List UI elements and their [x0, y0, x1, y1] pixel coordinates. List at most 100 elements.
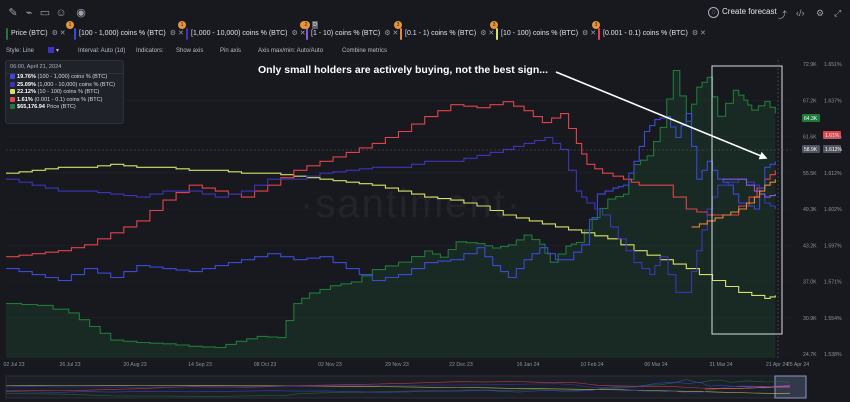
- badge: 1: [178, 21, 186, 29]
- metric-1000-10000[interactable]: [1,000 - 10,000) coins % (BTC)⚙ ✕ 2: [186, 21, 308, 41]
- navigator-lines: [5, 379, 791, 397]
- series-line-[0.001 - 0.1) coins % (BTC): [6, 101, 776, 258]
- color-select[interactable]: ▾: [46, 45, 59, 57]
- x-tick-label: 14 Sep 23: [188, 362, 212, 368]
- metric-color-bar: [496, 28, 498, 40]
- current-value-label: 64.3K: [804, 116, 818, 122]
- current-value-badge: [823, 131, 841, 139]
- chart-tooltip: 06:00, April 21, 2024 19.76% (100 - 1,00…: [5, 60, 124, 124]
- x-tick-label: 08 Oct 23: [254, 362, 277, 368]
- settings-icon[interactable]: ⚙: [816, 8, 825, 18]
- style-select[interactable]: Style: Line: [6, 48, 35, 54]
- metric-100-1000[interactable]: [100 - 1,000) coins % (BTC) ⚙ ✕ 1: [74, 21, 186, 41]
- tooltip-row: 19.76% (100 - 1,000) coins % (BTC): [6, 74, 123, 82]
- color-swatch: [48, 47, 54, 54]
- settings-icon[interactable]: ⚙ ✕: [480, 30, 495, 37]
- settings-icon[interactable]: ⚙ ✕: [291, 30, 306, 37]
- metric-color-bar: [74, 28, 76, 40]
- metric-label: [1 - 10) coins % (BTC): [311, 30, 381, 37]
- pct-tick-label: 1.651%: [824, 62, 842, 68]
- axis-minmax-select[interactable]: Axis max/min: Auto/Auto: [258, 48, 324, 54]
- x-tick-label: 26 Jul 23: [59, 362, 80, 368]
- highlight-box: [711, 65, 783, 335]
- indicators-select[interactable]: Indicators:: [136, 48, 164, 54]
- metric-color-bar: [186, 28, 188, 40]
- settings-icon[interactable]: ⚙ ✕: [384, 30, 399, 37]
- badge: 1: [66, 21, 74, 29]
- annotation-arrow: [555, 71, 768, 160]
- settings-icon[interactable]: ⚙ ✕: [582, 30, 597, 37]
- eye-icon[interactable]: ◉: [76, 7, 86, 19]
- interval-select[interactable]: Interval: Auto (1d): [78, 48, 126, 54]
- metric-color-bar: [400, 28, 402, 40]
- badge: 3: [592, 21, 600, 29]
- legend-dot: [10, 96, 15, 102]
- price-tick-label: 37.0K: [803, 280, 817, 286]
- price-tick-label: 55.5K: [803, 171, 817, 177]
- tooltip-row: 25.09% (1,000 - 10,000) coins % (BTC): [6, 82, 123, 90]
- metric-10-100[interactable]: [10 - 100) coins % (BTC) ⚙ ✕ 3: [490, 21, 597, 41]
- pencil-icon[interactable]: ✎: [8, 7, 18, 19]
- metric-label: [0.1 - 1) coins % (BTC): [405, 30, 477, 37]
- nodes-icon[interactable]: ⌁: [25, 7, 33, 19]
- metric-price[interactable]: Price (BTC) ⚙ ✕ 1: [6, 21, 74, 41]
- emoji-icon[interactable]: ☺: [55, 7, 67, 19]
- metric-0.001-0.1[interactable]: [0.001 - 0.1) coins % (BTC) ⚙ ✕ 3: [592, 21, 706, 41]
- x-tick-label: 25 Apr 24: [787, 362, 809, 368]
- navigator-line-[1,000 - 10,000) coins % (BTC): [5, 383, 791, 394]
- x-tick-label: 16 Jan 24: [517, 362, 540, 368]
- badge: 3: [490, 21, 498, 29]
- tooltip-row: 1.61% (0.001 - 0.1) coins % (BTC): [6, 97, 123, 105]
- annotation-text: Only small holders are actively buying, …: [258, 64, 548, 76]
- x-tick-label: 22 Dec 23: [449, 362, 473, 368]
- series-line-Price (BTC): [6, 69, 776, 349]
- duplicate-badge: D: [312, 21, 318, 29]
- share-icon[interactable]: ⤴: [778, 10, 788, 20]
- code-icon[interactable]: ‹/›: [796, 8, 805, 18]
- pct-tick-label: 1.597%: [824, 243, 842, 249]
- pct-tick-label: 1.554%: [824, 316, 842, 322]
- tooltip-date: 06:00, April 21, 2024: [6, 61, 123, 74]
- price-tick-label: 43.2K: [803, 243, 817, 249]
- tooltip-row: $65,176.94 Price (BTC): [6, 104, 123, 112]
- series-line-[1,000 - 10,000) coins % (BTC): [6, 136, 776, 293]
- current-value-badge: [802, 145, 820, 153]
- settings-icon[interactable]: ⚙ ✕: [691, 30, 706, 37]
- price-tick-label: 49.3K: [803, 207, 817, 213]
- watermark: ·santiment·: [300, 182, 523, 226]
- tooltip-row: 22.12% (10 - 100) coins % (BTC): [6, 89, 123, 97]
- create-forecast-button[interactable]: ◌ Create forecast: [708, 7, 777, 18]
- chart-area[interactable]: 64.3K 1.61% 58.9K 1.612% 72.9K 67.2K 61.6K 55.…: [0, 58, 850, 373]
- pin-axis-toggle[interactable]: Pin axis: [220, 48, 242, 54]
- badge: 2: [302, 21, 310, 29]
- top-toolbar: ✎ ⌁ ▭ ☺ ◉ ◌ Create forecast ⤴ ‹/› ⚙ ⤢: [0, 0, 850, 26]
- series-line-[0.1 - 1) coins % (BTC): [691, 179, 776, 228]
- price-tick-label: 30.9K: [803, 316, 817, 322]
- metric-label: Price (BTC): [11, 30, 48, 37]
- navigator-line-[100 - 1,000) coins % (BTC): [5, 381, 791, 393]
- pct-tick-label: 1.602%: [824, 207, 842, 213]
- chart-axes: 72.9K 67.2K 61.6K 55.5K 49.3K 43.2K 37.0K 30.9K…: [3, 62, 842, 368]
- comment-icon[interactable]: ▭: [39, 7, 51, 19]
- metric-label: [10 - 100) coins % (BTC): [501, 30, 579, 37]
- settings-icon[interactable]: ⚙ ✕: [169, 30, 184, 37]
- series-area-Price (BTC): [6, 70, 776, 358]
- fullscreen-icon[interactable]: ⤢: [834, 8, 842, 18]
- legend-dot: [10, 74, 15, 80]
- price-tick-label: 72.9K: [803, 62, 817, 68]
- pct-tick-label: 1.571%: [824, 280, 842, 286]
- time-navigator[interactable]: [0, 373, 850, 402]
- metric-1-10[interactable]: [1 - 10) coins % (BTC) ⚙ ✕ 2 D: [302, 21, 399, 41]
- current-value-badge: [823, 145, 841, 153]
- metric-0.1-1[interactable]: [0.1 - 1) coins % (BTC) ⚙ ✕ 3: [394, 21, 495, 41]
- show-axis-toggle[interactable]: Show axis: [176, 48, 204, 54]
- metric-label: [1,000 - 10,000) coins % (BTC): [191, 30, 288, 37]
- legend-dot: [10, 81, 15, 87]
- combine-metrics-button[interactable]: Combine metrics: [342, 48, 388, 54]
- x-tick-label: 29 Nov 23: [385, 362, 409, 368]
- metric-label: [0.001 - 0.1) coins % (BTC): [603, 30, 688, 37]
- settings-icon[interactable]: ⚙ ✕: [51, 30, 66, 37]
- metric-color-bar: [598, 28, 600, 40]
- navigator-line-[0.001 - 0.1) coins % (BTC): [5, 381, 791, 392]
- pct-tick-label: 1.612%: [824, 171, 842, 177]
